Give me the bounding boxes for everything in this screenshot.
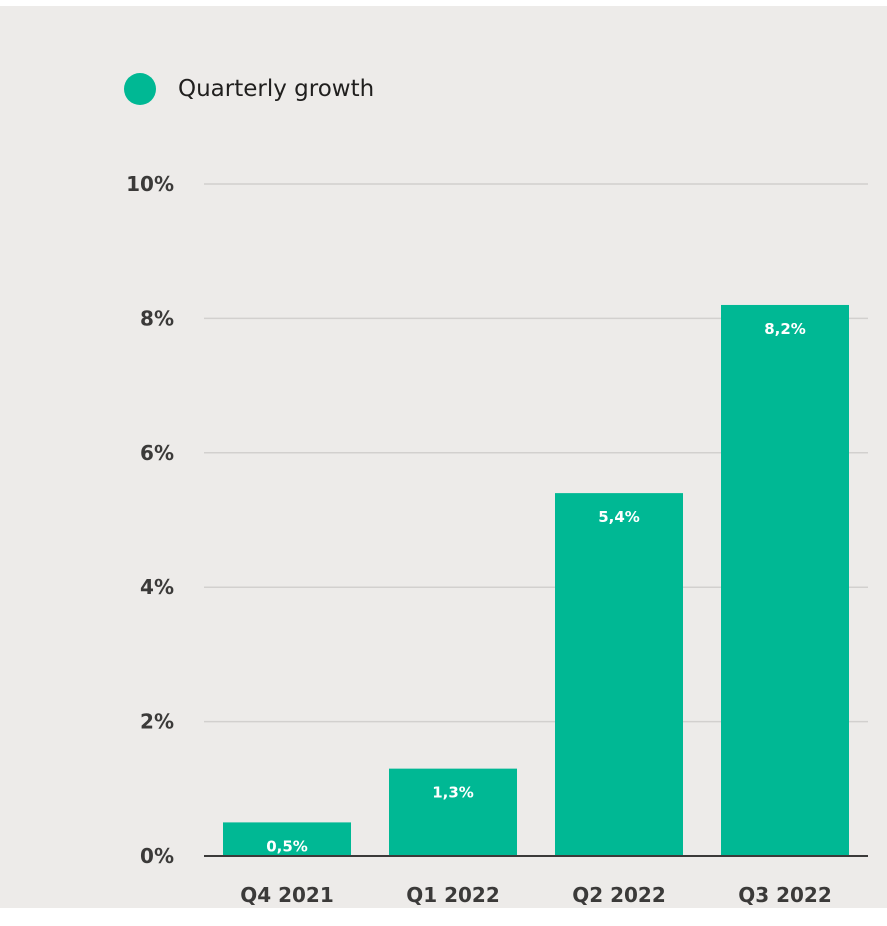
legend-swatch — [124, 73, 156, 105]
y-tick-label-0: 0% — [140, 844, 174, 868]
data-label-1: 1,3% — [432, 784, 474, 802]
x-tick-label-3: Q3 2022 — [738, 883, 832, 907]
x-tick-label-0: Q4 2021 — [240, 883, 334, 907]
y-tick-label-2: 4% — [140, 575, 174, 599]
data-label-3: 8,2% — [764, 320, 806, 338]
bar-2 — [555, 493, 683, 856]
bar-1 — [389, 768, 517, 856]
bar-0 — [223, 822, 351, 856]
y-tick-label-5: 10% — [126, 172, 174, 196]
y-tick-label-4: 8% — [140, 306, 174, 330]
data-label-0: 0,5% — [266, 837, 308, 855]
x-tick-label-1: Q1 2022 — [406, 883, 500, 907]
legend: Quarterly growth — [124, 72, 374, 106]
y-tick-label-1: 2% — [140, 710, 174, 734]
data-label-2: 5,4% — [598, 508, 640, 526]
bottom-border — [0, 908, 887, 926]
top-border — [0, 0, 887, 6]
x-tick-label-2: Q2 2022 — [572, 883, 666, 907]
bar-3 — [721, 304, 849, 857]
y-tick-label-3: 6% — [140, 441, 174, 465]
legend-label-quarterly-growth: Quarterly growth — [178, 76, 375, 102]
